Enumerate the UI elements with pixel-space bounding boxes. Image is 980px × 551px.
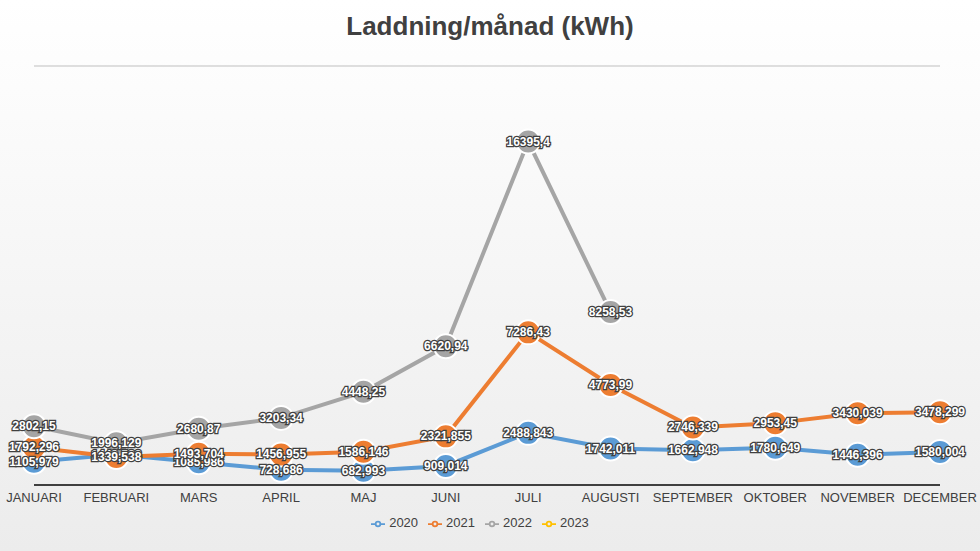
svg-text:JULI: JULI <box>515 490 542 505</box>
svg-text:FEBRUARI: FEBRUARI <box>83 490 149 505</box>
svg-text:1792,296: 1792,296 <box>9 440 59 454</box>
html-text:Laddning/månad (kWh): Laddning/månad (kWh) <box>346 11 634 41</box>
svg-text:2802,15: 2802,15 <box>12 419 56 433</box>
html-text:2022: 2022 <box>503 515 532 530</box>
svg-text:1446,396: 1446,396 <box>833 448 883 462</box>
svg-text:1580,004: 1580,004 <box>915 445 965 459</box>
svg-text:1456,955: 1456,955 <box>256 447 306 461</box>
svg-text:1742,011: 1742,011 <box>586 442 636 456</box>
svg-text:NOVEMBER: NOVEMBER <box>820 490 894 505</box>
svg-text:OKTOBER: OKTOBER <box>744 490 807 505</box>
svg-text:1662,948: 1662,948 <box>668 443 718 457</box>
svg-text:8258,53: 8258,53 <box>589 305 633 319</box>
svg-text:JUNI: JUNI <box>431 490 460 505</box>
html-text:2023: 2023 <box>559 515 589 530</box>
svg-text:4773,99: 4773,99 <box>589 378 633 392</box>
svg-text:2746,339: 2746,339 <box>668 420 718 434</box>
svg-text:728,686: 728,686 <box>259 463 303 477</box>
svg-text:1996,129: 1996,129 <box>91 436 141 450</box>
svg-text:APRIL: APRIL <box>262 490 300 505</box>
svg-text:MARS: MARS <box>180 490 218 505</box>
svg-text:AUGUSTI: AUGUSTI <box>582 490 640 505</box>
svg-text:MAJ: MAJ <box>350 490 376 505</box>
html-text:2021: 2021 <box>446 515 475 530</box>
svg-text:DECEMBER: DECEMBER <box>903 490 972 505</box>
svg-text:2680,87: 2680,87 <box>177 422 221 436</box>
svg-text:7286,43: 7286,43 <box>506 325 550 339</box>
svg-text:4448,25: 4448,25 <box>342 385 386 399</box>
svg-text:1586,146: 1586,146 <box>338 445 388 459</box>
svg-text:3478,299: 3478,299 <box>915 405 965 419</box>
svg-text:16395,4: 16395,4 <box>506 135 550 149</box>
svg-text:JANUARI: JANUARI <box>8 490 62 505</box>
svg-text:2321,855: 2321,855 <box>421 429 471 443</box>
svg-text:2953,45: 2953,45 <box>754 416 798 430</box>
svg-text:3203,34: 3203,34 <box>259 411 303 425</box>
svg-text:682,993: 682,993 <box>342 464 386 478</box>
svg-text:1105,979: 1105,979 <box>9 455 59 469</box>
svg-text:3430,039: 3430,039 <box>833 406 883 420</box>
svg-text:1780,649: 1780,649 <box>750 441 800 455</box>
svg-text:SEPTEMBER: SEPTEMBER <box>653 490 733 505</box>
svg-text:909,014: 909,014 <box>424 459 468 473</box>
html-text:2020: 2020 <box>389 515 419 530</box>
svg-text:6620,94: 6620,94 <box>424 339 468 353</box>
svg-text:1085,986: 1085,986 <box>173 455 224 470</box>
svg-text:1493,704: 1493,704 <box>174 447 224 461</box>
svg-text:2488,843: 2488,843 <box>503 426 553 440</box>
svg-text:1339,538: 1339,538 <box>91 450 141 464</box>
